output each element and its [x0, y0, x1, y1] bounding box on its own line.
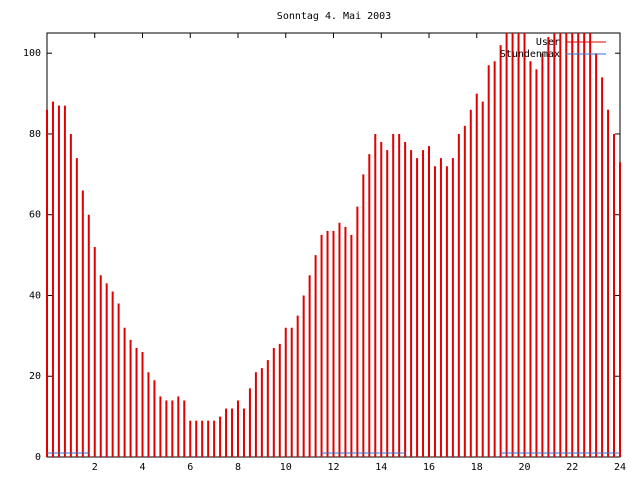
y-tick-label: 80	[29, 129, 41, 140]
x-tick-label: 6	[187, 462, 193, 473]
x-tick-label: 24	[614, 462, 626, 473]
x-tick-label: 14	[375, 462, 387, 473]
x-tick-label: 16	[423, 462, 435, 473]
x-tick-label: 12	[327, 462, 339, 473]
x-tick-label: 2	[92, 462, 98, 473]
x-tick-label: 20	[518, 462, 530, 473]
x-tick-label: 4	[139, 462, 145, 473]
chart-title: Sonntag 4. Mai 2003	[277, 11, 391, 22]
x-tick-label: 10	[280, 462, 292, 473]
x-tick-label: 22	[566, 462, 578, 473]
y-tick-label: 0	[35, 452, 41, 463]
y-tick-label: 100	[23, 48, 41, 59]
legend-label: User	[536, 37, 560, 48]
y-tick-label: 60	[29, 210, 41, 221]
x-tick-label: 18	[471, 462, 483, 473]
y-tick-label: 20	[29, 371, 41, 382]
y-tick-label: 40	[29, 290, 41, 301]
x-tick-label: 8	[235, 462, 241, 473]
legend-label: Stundenmax	[500, 49, 560, 60]
